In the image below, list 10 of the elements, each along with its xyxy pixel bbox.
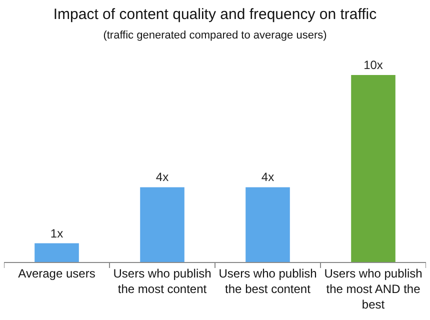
chart-title: Impact of content quality and frequency on traffic xyxy=(53,6,378,24)
x-tick-label: Users who publish the most content xyxy=(113,266,212,296)
data-label: 10x xyxy=(364,58,383,72)
data-label: 1x xyxy=(50,226,64,240)
data-label: 4x xyxy=(156,170,169,184)
x-tick-label: Average users xyxy=(18,266,96,280)
data-label: 4x xyxy=(261,170,274,184)
chart-subtitle: (traffic generated compared to average users) xyxy=(103,30,327,42)
x-tick-label: Users who publish the most AND the best xyxy=(324,266,422,312)
x-tick-label: Users who publish the best content xyxy=(218,266,317,296)
